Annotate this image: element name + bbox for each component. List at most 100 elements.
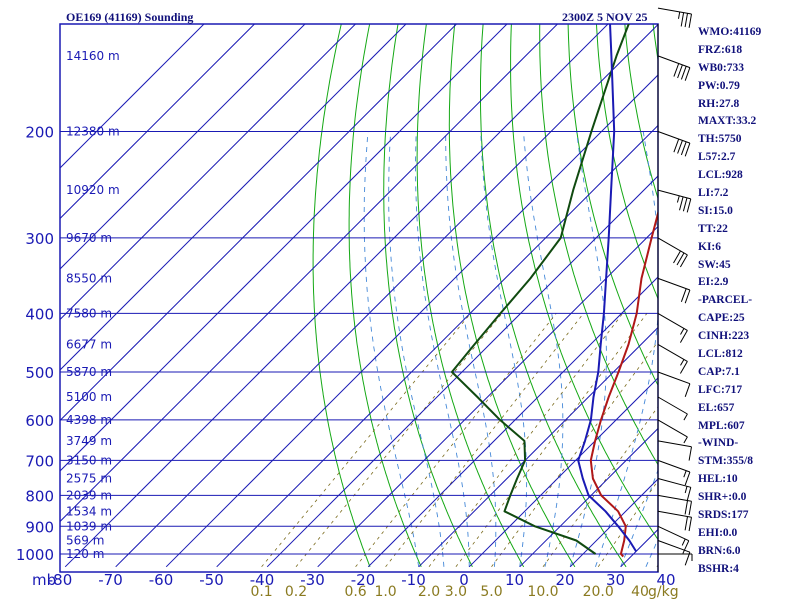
temperature-tick-label: -20 bbox=[351, 571, 376, 589]
height-label: 8550 m bbox=[66, 271, 112, 285]
wind-barb-flag bbox=[686, 198, 692, 213]
wind-barb-staff bbox=[657, 540, 691, 553]
index-line: EL:657 bbox=[698, 401, 735, 414]
wind-barb-half-flag bbox=[683, 436, 688, 444]
height-label: 12380 m bbox=[66, 125, 120, 139]
pressure-tick-label: 1000 bbox=[16, 546, 54, 564]
mixing-unit-label: g/kg bbox=[648, 584, 679, 600]
isotherm-line bbox=[60, 24, 256, 220]
wind-barb bbox=[657, 525, 690, 554]
mixing-ratio-label: 10.0 bbox=[527, 584, 558, 600]
wind-barb-flag bbox=[684, 67, 691, 81]
isotherm-line bbox=[60, 24, 306, 270]
height-label: 4398 m bbox=[66, 413, 112, 427]
wind-barb bbox=[657, 396, 688, 421]
wind-barb-flag bbox=[684, 383, 691, 397]
temperature-tick-label: 20 bbox=[555, 571, 574, 589]
mixing-ratio-label: 5.0 bbox=[480, 584, 502, 600]
wind-barb bbox=[657, 459, 691, 486]
isotherm-line bbox=[468, 377, 658, 568]
dry-adiabat bbox=[539, 24, 658, 466]
wind-barb-staff bbox=[657, 343, 688, 362]
wind-barb-flag bbox=[677, 140, 683, 154]
wind-barb-flag bbox=[684, 516, 688, 531]
wind-barb bbox=[657, 277, 691, 304]
pressure-tick-label: 300 bbox=[25, 230, 54, 248]
isotherm-line bbox=[64, 24, 609, 568]
height-label: 9670 m bbox=[66, 231, 112, 245]
wind-barb-flag bbox=[673, 63, 680, 77]
height-label: 120 m bbox=[66, 547, 104, 561]
mixing-ratio-label: 1.0 bbox=[374, 584, 396, 600]
temperature-tick-label: 0 bbox=[459, 571, 469, 589]
wind-barb bbox=[657, 343, 688, 374]
wind-barb-flag bbox=[680, 66, 687, 80]
isotherm-line bbox=[519, 427, 658, 568]
temperature-tick-label: 30 bbox=[606, 571, 625, 589]
height-label: 14160 m bbox=[66, 49, 120, 63]
index-line: STM:355/8 bbox=[698, 455, 753, 468]
height-label: 7580 m bbox=[66, 306, 112, 320]
index-line: -PARCEL- bbox=[698, 294, 753, 307]
wind-barb-flag bbox=[680, 288, 687, 302]
sounding-profiles bbox=[450, 24, 658, 558]
height-label: 5100 m bbox=[66, 390, 112, 404]
isotherm-line bbox=[60, 24, 357, 321]
wind-barb-half-flag bbox=[683, 470, 687, 478]
moist-adiabat bbox=[363, 131, 420, 567]
wind-barb-half-flag bbox=[680, 359, 685, 366]
wind-barb-flag bbox=[684, 142, 691, 157]
isotherm-line bbox=[165, 74, 658, 568]
adiabat-background bbox=[60, 24, 658, 568]
index-line: CINH:223 bbox=[698, 330, 750, 343]
height-label: 6677 m bbox=[66, 337, 112, 351]
mixing-ratio-label: 0.6 bbox=[344, 584, 366, 600]
wind-barb-staff bbox=[657, 371, 691, 385]
wind-barb bbox=[657, 478, 692, 501]
wind-barb bbox=[657, 55, 691, 81]
index-line: -WIND- bbox=[698, 437, 739, 450]
temperature-tick-label: -30 bbox=[300, 571, 325, 589]
valid-time: 2300Z 5 NOV 25 bbox=[562, 10, 647, 24]
moist-adiabat bbox=[523, 131, 564, 567]
index-line: RH:27.8 bbox=[698, 97, 740, 110]
dry-adiabat bbox=[595, 24, 658, 301]
wind-barb bbox=[657, 131, 691, 157]
height-label: 3749 m bbox=[66, 434, 112, 448]
index-line: LI:7.2 bbox=[698, 187, 729, 200]
dry-adiabat bbox=[312, 24, 371, 567]
index-line: SI:15.0 bbox=[698, 204, 733, 217]
wind-barb-flag bbox=[684, 13, 688, 28]
dry-adiabat bbox=[510, 24, 658, 541]
mixing-ratio-line bbox=[355, 313, 557, 568]
mixing-ratio-label: 20.0 bbox=[583, 584, 614, 600]
wind-barb bbox=[657, 419, 688, 444]
dry-adiabat bbox=[416, 24, 525, 568]
index-line: TT:22 bbox=[698, 222, 728, 235]
wind-barb bbox=[657, 237, 688, 268]
temperature-tick-label: -10 bbox=[401, 571, 426, 589]
mixing-ratio-label: 0.2 bbox=[285, 584, 307, 600]
wind-barb bbox=[657, 540, 691, 566]
dry-adiabat bbox=[624, 24, 658, 201]
mixing-ratio-line bbox=[385, 313, 584, 568]
wind-barb-staff bbox=[657, 237, 688, 256]
series-temperature bbox=[589, 209, 658, 558]
temperature-tick-label: -40 bbox=[250, 571, 275, 589]
series-dewpoint bbox=[450, 24, 630, 555]
index-line: BSHR:4 bbox=[698, 562, 739, 575]
wind-barb-half-flag bbox=[676, 195, 680, 203]
pressure-tick-label: 700 bbox=[25, 452, 54, 470]
dry-adiabat bbox=[348, 24, 422, 567]
wind-barbs bbox=[657, 7, 693, 572]
wind-barb-flag bbox=[679, 254, 688, 268]
index-line: LCL:928 bbox=[698, 169, 743, 182]
isotherm-line bbox=[60, 24, 559, 523]
pressure-tick-label: 200 bbox=[25, 124, 54, 142]
wind-barb-half-flag bbox=[680, 328, 685, 335]
mixing-ratio-line bbox=[295, 313, 503, 568]
height-label: 3150 m bbox=[66, 453, 112, 467]
isotherm-line bbox=[418, 326, 658, 568]
index-line: SHR+:0.0 bbox=[698, 491, 747, 504]
